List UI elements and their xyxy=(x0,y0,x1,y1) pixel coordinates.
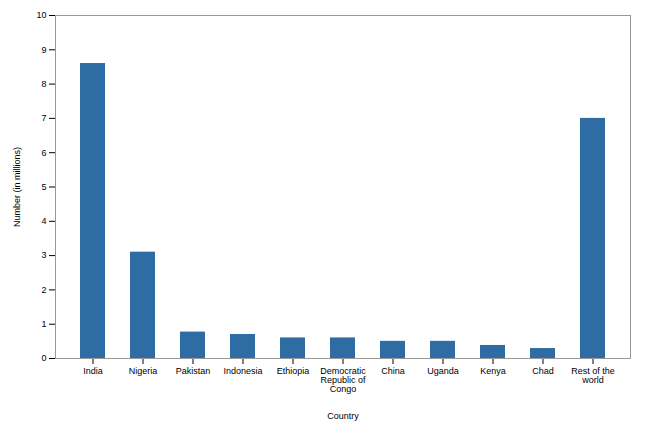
svg-text:1: 1 xyxy=(41,319,46,329)
svg-text:10: 10 xyxy=(36,10,46,20)
svg-text:8: 8 xyxy=(41,79,46,89)
svg-text:Pakistan: Pakistan xyxy=(176,366,211,376)
svg-text:DemocraticRepublic ofCongo: DemocraticRepublic ofCongo xyxy=(320,366,366,394)
svg-text:Rest of theworld: Rest of theworld xyxy=(571,366,615,385)
svg-text:Indonesia: Indonesia xyxy=(223,366,262,376)
svg-text:Chad: Chad xyxy=(532,366,554,376)
svg-text:2: 2 xyxy=(41,285,46,295)
svg-text:Ethiopia: Ethiopia xyxy=(277,366,310,376)
svg-text:4: 4 xyxy=(41,216,46,226)
svg-text:0: 0 xyxy=(41,353,46,363)
svg-text:6: 6 xyxy=(41,148,46,158)
svg-text:5: 5 xyxy=(41,182,46,192)
svg-text:9: 9 xyxy=(41,45,46,55)
svg-text:3: 3 xyxy=(41,250,46,260)
svg-text:India: India xyxy=(83,366,103,376)
svg-text:Nigeria: Nigeria xyxy=(129,366,158,376)
svg-text:China: China xyxy=(381,366,405,376)
svg-text:7: 7 xyxy=(41,113,46,123)
svg-text:Number (in millions): Number (in millions) xyxy=(12,147,22,227)
svg-text:Kenya: Kenya xyxy=(480,366,506,376)
svg-text:Uganda: Uganda xyxy=(427,366,459,376)
svg-text:Country: Country xyxy=(327,411,359,421)
